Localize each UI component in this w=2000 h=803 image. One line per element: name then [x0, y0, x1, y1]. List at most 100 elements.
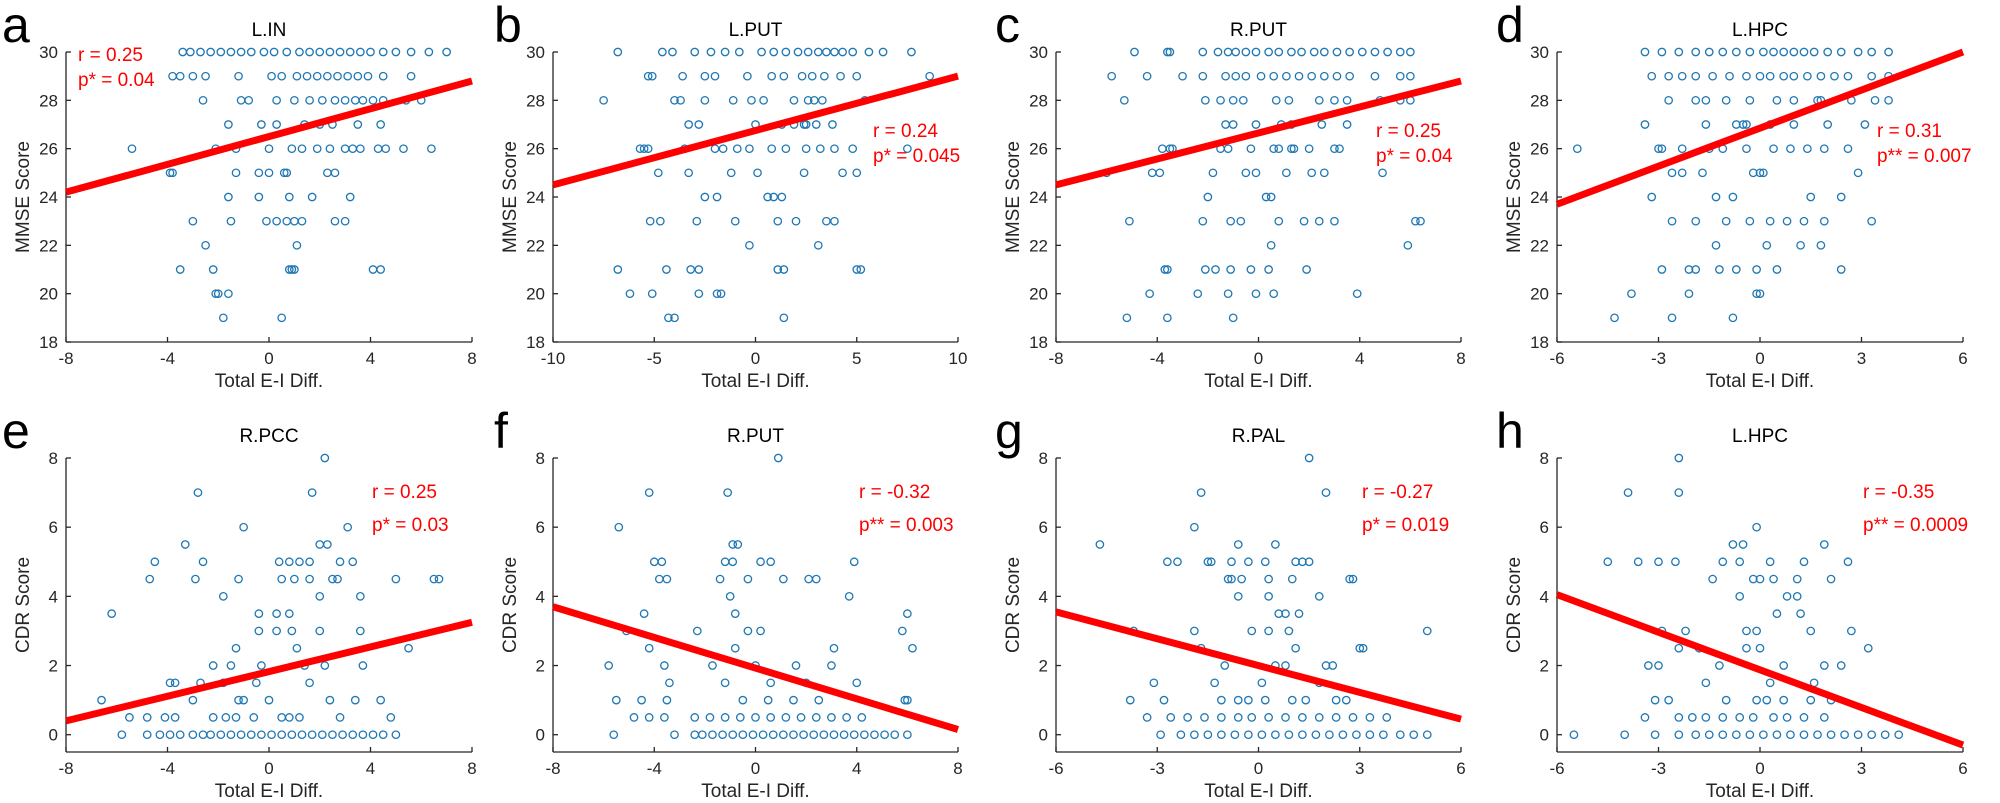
- data-point: [1176, 730, 1186, 740]
- data-point: [716, 289, 726, 299]
- data-point: [325, 695, 335, 705]
- data-point: [763, 695, 773, 705]
- x-tick-label: 0: [1254, 349, 1263, 368]
- data-point: [287, 144, 297, 154]
- data-point: [822, 216, 831, 226]
- data-point: [803, 47, 813, 57]
- data-point: [1765, 678, 1775, 688]
- data-point: [1752, 695, 1761, 705]
- data-point: [1274, 216, 1284, 226]
- data-point: [684, 120, 694, 129]
- correlation-r: r = 0.24: [873, 121, 938, 142]
- data-point: [277, 730, 287, 740]
- data-point: [198, 95, 208, 105]
- data-point: [1163, 47, 1172, 57]
- data-point: [236, 730, 246, 740]
- data-point: [1190, 730, 1199, 740]
- y-tick-label: 8: [1540, 449, 1549, 468]
- data-point: [1823, 120, 1833, 129]
- data-point: [903, 730, 912, 740]
- data-point: [1799, 557, 1809, 567]
- data-point: [1772, 609, 1782, 618]
- data-point: [1264, 592, 1273, 601]
- data-point: [1264, 47, 1273, 57]
- data-point: [1237, 574, 1246, 584]
- data-point: [198, 730, 208, 740]
- data-point: [391, 730, 401, 740]
- data-point: [829, 643, 839, 653]
- correlation-r: r = -0.27: [1362, 482, 1433, 503]
- data-point: [1671, 557, 1680, 567]
- data-point: [226, 47, 236, 57]
- data-point: [1847, 626, 1856, 636]
- data-point: [730, 643, 740, 653]
- data-point: [1853, 730, 1863, 740]
- data-point: [1147, 168, 1157, 178]
- data-point: [191, 574, 200, 584]
- y-tick-label: 6: [1039, 518, 1048, 537]
- data-point: [1338, 730, 1348, 740]
- data-point: [1281, 661, 1290, 670]
- data-point: [1667, 216, 1677, 226]
- data-point: [1762, 695, 1772, 705]
- data-point: [287, 626, 297, 636]
- data-point: [381, 144, 391, 154]
- data-point: [350, 95, 360, 105]
- data-point: [1411, 216, 1420, 226]
- data-point: [1657, 47, 1667, 57]
- data-point: [1742, 643, 1751, 653]
- data-point: [218, 592, 228, 601]
- data-point: [817, 95, 827, 105]
- data-point: [317, 95, 327, 105]
- data-point: [725, 592, 735, 601]
- data-point: [890, 730, 900, 740]
- data-point: [330, 216, 340, 226]
- data-point: [1755, 71, 1765, 81]
- data-point: [1298, 557, 1307, 567]
- data-point: [791, 661, 801, 670]
- data-point: [1266, 240, 1276, 250]
- data-point: [1395, 730, 1405, 740]
- data-point: [1782, 713, 1792, 722]
- data-point: [864, 47, 874, 57]
- data-point: [1715, 661, 1724, 670]
- data-point: [1748, 713, 1758, 722]
- data-point: [734, 47, 744, 57]
- y-tick-label: 18: [1530, 333, 1549, 352]
- regression-line: [1555, 591, 1965, 749]
- data-point: [1826, 730, 1836, 740]
- data-point: [1266, 192, 1276, 202]
- data-point: [1228, 120, 1238, 129]
- data-point: [178, 47, 188, 57]
- data-point: [1406, 47, 1415, 57]
- data-point: [1738, 120, 1748, 129]
- data-point: [857, 713, 867, 722]
- data-point: [1226, 265, 1236, 274]
- data-point: [1772, 265, 1782, 274]
- data-point: [287, 730, 297, 740]
- data-point: [376, 120, 385, 129]
- data-point: [1752, 522, 1761, 532]
- data-point: [1867, 216, 1877, 226]
- data-point: [295, 47, 304, 57]
- data-point: [226, 730, 236, 740]
- x-tick-label: -4: [1150, 349, 1165, 368]
- data-point: [338, 730, 347, 740]
- data-point: [1691, 95, 1701, 105]
- data-point: [635, 144, 645, 154]
- data-point: [1345, 47, 1354, 57]
- data-point: [1095, 540, 1105, 549]
- data-point: [1840, 730, 1849, 740]
- data-point: [1708, 574, 1717, 584]
- data-point: [1348, 713, 1358, 722]
- data-point: [391, 574, 401, 584]
- data-point: [706, 47, 716, 57]
- data-point: [897, 626, 907, 636]
- data-point: [614, 522, 624, 532]
- data-point: [925, 71, 935, 81]
- data-point: [1257, 678, 1267, 688]
- data-point: [745, 144, 754, 154]
- data-point: [804, 574, 814, 584]
- y-axis-label: MMSE Score: [500, 141, 521, 253]
- y-tick-label: 20: [39, 285, 58, 304]
